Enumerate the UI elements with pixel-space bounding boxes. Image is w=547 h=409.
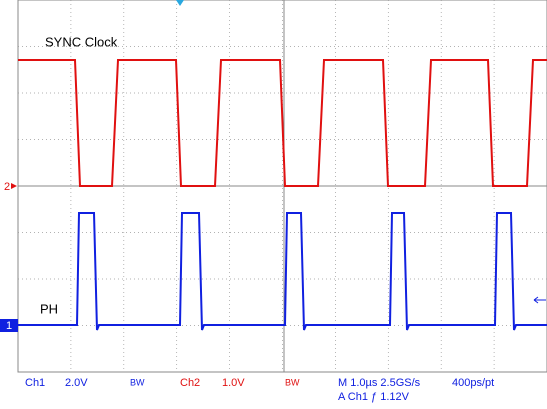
resolution: 400ps/pt — [452, 377, 494, 389]
ch1-scale: 2.0V — [65, 377, 88, 389]
ch1-badge — [0, 319, 18, 332]
ch1-label: PH — [40, 301, 58, 316]
ch2-label: SYNC Clock — [45, 34, 118, 49]
ch1-ground-marker: 1 — [6, 320, 12, 332]
trigger-position-marker — [176, 0, 184, 6]
ch2-trace — [18, 59, 547, 187]
ch2-ground-marker: 2 — [4, 181, 10, 193]
trigger-level-marker — [533, 296, 546, 304]
ch2-arrow — [11, 183, 17, 189]
timebase: M 1.0µs 2.5GS/s — [338, 377, 421, 389]
trigger-setting: A Ch1 ƒ 1.12V — [338, 391, 410, 403]
ch1-trace — [18, 212, 547, 331]
ch2-scale: 1.0V — [222, 377, 245, 389]
ch1-name: Ch1 — [25, 377, 45, 389]
ch2-name: Ch2 — [180, 377, 200, 389]
ch1-bw: BW — [130, 377, 145, 387]
ch2-bw: BW — [285, 377, 300, 387]
